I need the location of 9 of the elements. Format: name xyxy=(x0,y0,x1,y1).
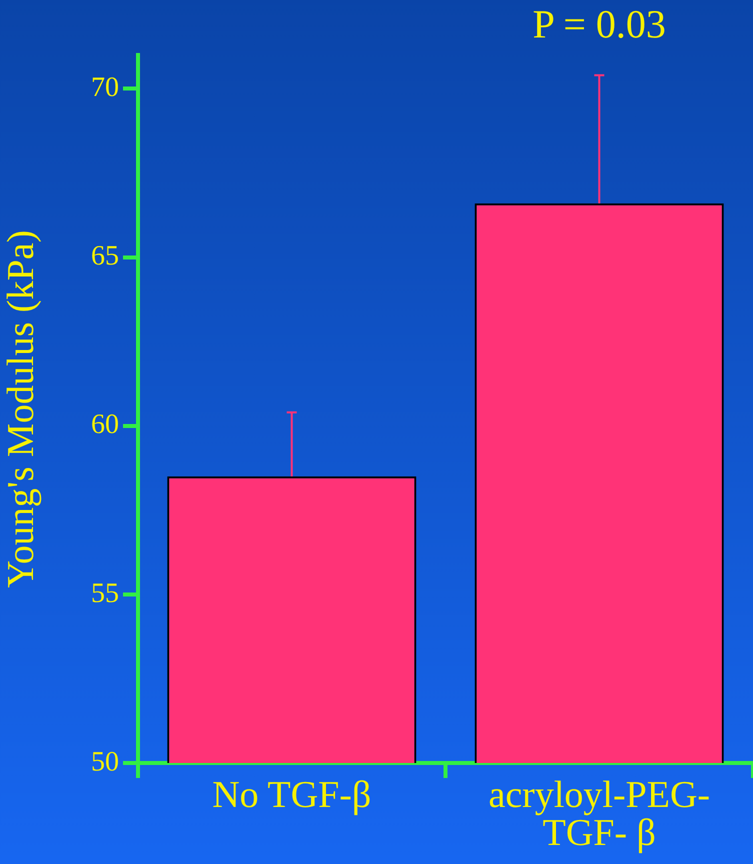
annotation: P = 0.03 xyxy=(532,2,666,47)
y-tick-label: 60 xyxy=(91,409,119,440)
x-tick-label: No TGF-β xyxy=(212,774,372,816)
y-tick-label: 50 xyxy=(91,746,119,778)
y-tick-label: 55 xyxy=(91,578,119,609)
x-tick-label: acryloyl-PEG-TGF- β xyxy=(488,774,710,854)
y-axis-title: Young's Modulus (kPa) xyxy=(0,230,42,588)
y-tick-label: 70 xyxy=(91,72,119,104)
y-tick-label: 65 xyxy=(91,240,119,272)
